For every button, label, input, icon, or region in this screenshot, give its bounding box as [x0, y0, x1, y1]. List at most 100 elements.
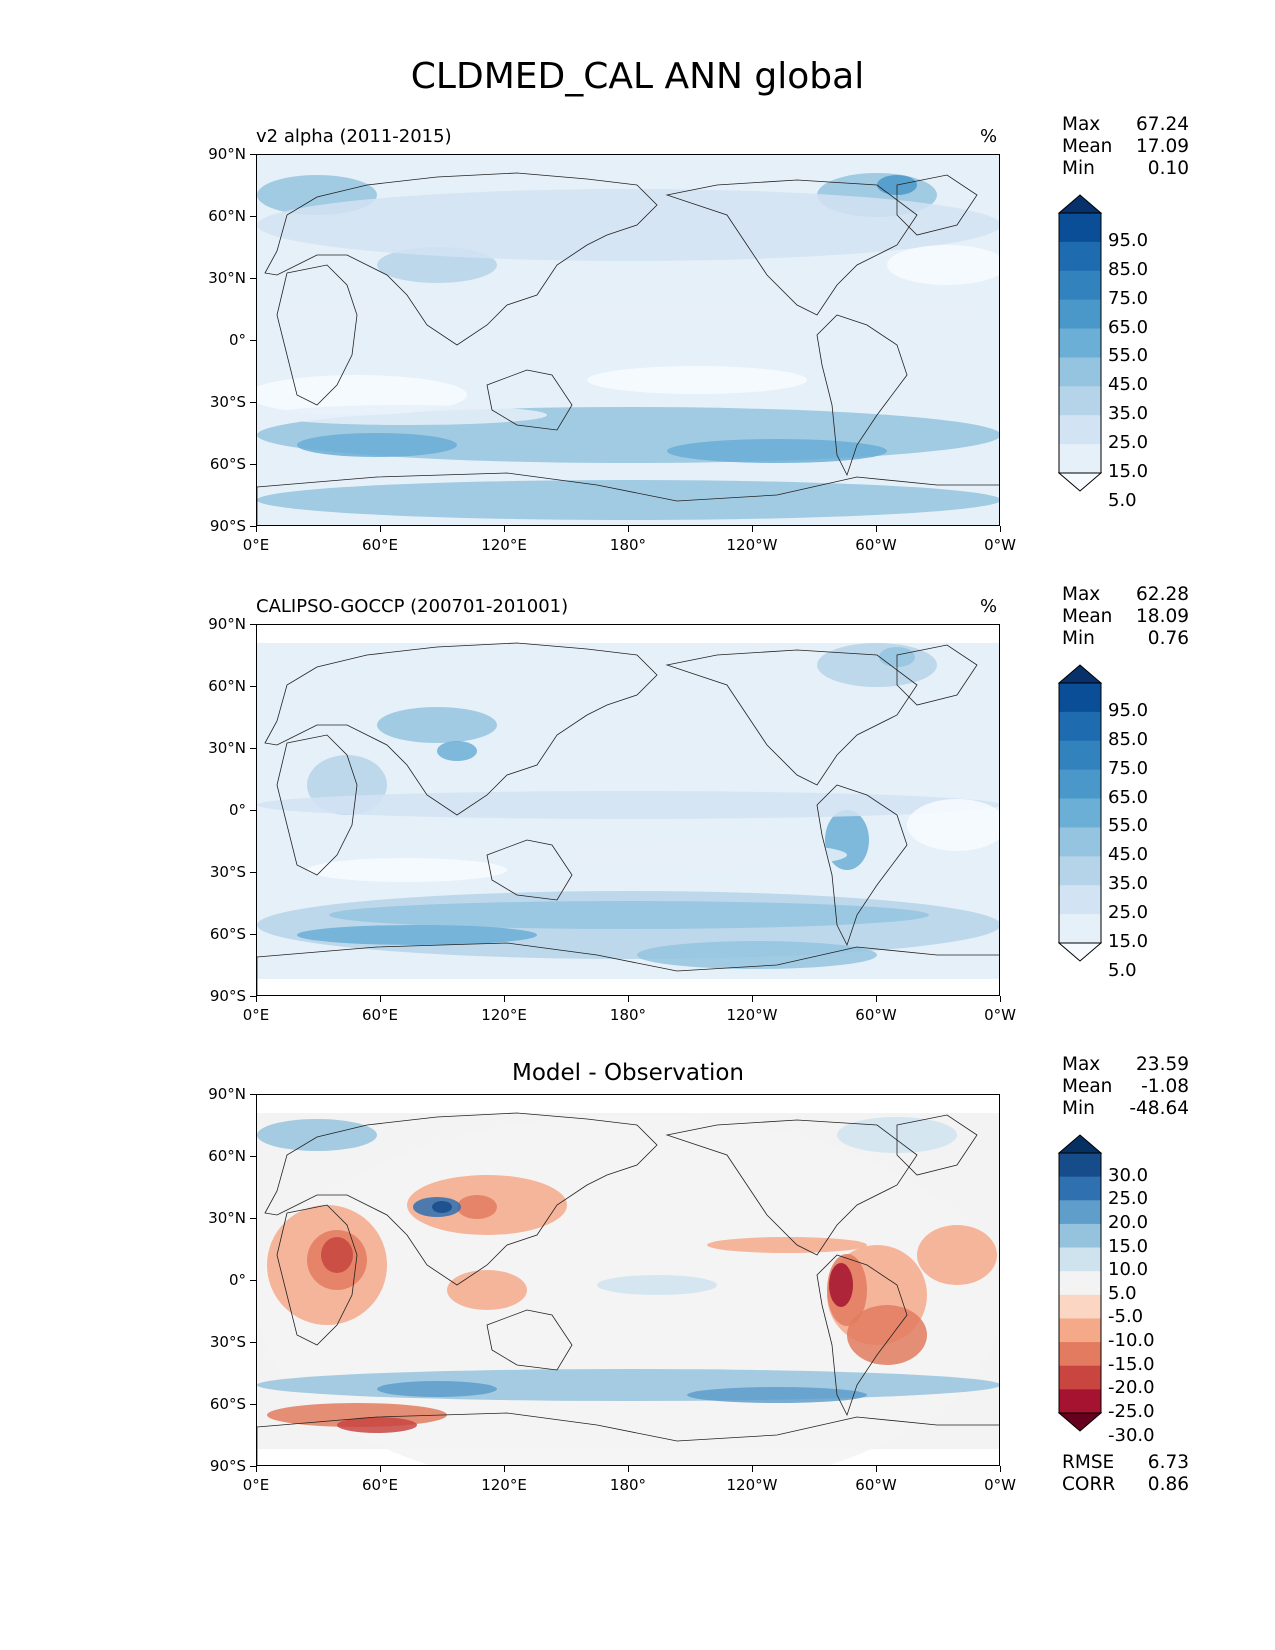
lat-tick-label: 60°S — [209, 925, 246, 943]
colorbar-band — [1059, 1389, 1101, 1414]
colorbar — [1058, 664, 1102, 962]
panel-units: % — [980, 126, 998, 147]
lon-tick — [628, 996, 629, 1002]
lat-tick — [250, 1466, 256, 1467]
lat-tick — [250, 1094, 256, 1095]
lon-tick-label: 120°W — [726, 1476, 778, 1494]
coastline — [264, 642, 658, 816]
colorbar-extend-min — [1058, 1412, 1102, 1432]
colorbar-tick-label: 75.0 — [1108, 757, 1149, 779]
lat-tick — [250, 996, 256, 997]
lat-tick — [250, 340, 256, 341]
colorbar-band — [1059, 241, 1101, 272]
panel-title-left: CALIPSO-GOCCP (200701-201001) — [256, 596, 569, 617]
lon-tick — [1000, 996, 1001, 1002]
missing-data-band — [257, 1095, 999, 1113]
colorbar-band — [1059, 1153, 1101, 1178]
coastline — [264, 172, 658, 346]
lon-tick — [876, 996, 877, 1002]
contour-region — [297, 925, 537, 945]
figure-title: CLDMED_CAL ANN global — [410, 56, 865, 97]
colorbar-band — [1059, 885, 1101, 915]
map-plot — [256, 1094, 1000, 1466]
coastline — [264, 1112, 658, 1286]
contour-region — [887, 245, 999, 285]
contour-region — [257, 189, 999, 261]
lat-tick-label: 90°N — [208, 615, 246, 633]
stat-value: 67.24 — [1136, 114, 1189, 135]
contour-region — [257, 1369, 999, 1401]
colorbar-extend-min — [1058, 942, 1102, 962]
lat-tick-label: 0° — [228, 1271, 246, 1289]
stat-label: Mean — [1062, 606, 1113, 627]
colorbar-band — [1059, 415, 1101, 445]
colorbar-extend-max — [1058, 664, 1102, 684]
colorbar-tick-label: 20.0 — [1108, 1211, 1149, 1233]
colorbar-band — [1059, 1176, 1101, 1201]
contour-region — [437, 741, 477, 761]
panel-difference: Model - Observation 90°N 60°N 30°N 0° 30°S 60°… — [0, 1054, 1275, 1530]
contour-region — [817, 643, 937, 687]
panel-title-center: Model - Observation — [511, 1060, 745, 1086]
colorbar-band — [1059, 683, 1101, 713]
colorbar-tick-label: 10.0 — [1108, 1259, 1149, 1281]
lon-tick — [504, 1466, 505, 1472]
colorbar-tick-label: 85.0 — [1108, 728, 1149, 750]
stat-value: 17.09 — [1136, 136, 1189, 157]
colorbar-band — [1059, 856, 1101, 886]
coastline — [486, 369, 573, 431]
colorbar-band — [1059, 914, 1101, 944]
colorbar-band — [1059, 1365, 1101, 1390]
lon-tick — [256, 1466, 257, 1472]
stat-row: CORR 0.86 — [1062, 1474, 1189, 1496]
lat-tick-label: 90°N — [208, 1085, 246, 1103]
lon-tick-label: 60°W — [855, 536, 897, 554]
contour-region — [257, 1119, 377, 1151]
contour-region — [597, 1275, 717, 1295]
colorbar-tick-label: 15.0 — [1108, 1235, 1149, 1257]
lat-tick — [250, 1404, 256, 1405]
lon-tick-label: 60°W — [855, 1476, 897, 1494]
colorbar-band — [1059, 1342, 1101, 1367]
contour-region — [667, 439, 887, 463]
stat-value: -1.08 — [1141, 1076, 1189, 1097]
stat-value: 62.28 — [1136, 584, 1189, 605]
contour-region — [687, 1387, 867, 1403]
colorbar-band — [1059, 1223, 1101, 1249]
lat-tick — [250, 402, 256, 403]
colorbar-tick-label: -20.0 — [1108, 1377, 1155, 1399]
lat-tick-label: 90°S — [209, 517, 246, 535]
colorbar-tick-label: -25.0 — [1108, 1401, 1155, 1422]
lat-tick-label: 60°N — [208, 207, 246, 225]
lon-tick-label: 120°E — [481, 1476, 527, 1494]
lat-tick — [250, 686, 256, 687]
lat-tick-label: 90°S — [209, 1457, 246, 1475]
colorbar-tick-label: -15.0 — [1108, 1353, 1155, 1375]
colorbar-tick-label: 55.0 — [1108, 345, 1149, 367]
lat-tick-label: 60°S — [209, 455, 246, 473]
lon-tick — [504, 526, 505, 532]
stat-row: Max 62.28 — [1062, 584, 1189, 606]
coastline — [665, 649, 918, 786]
lat-tick — [250, 464, 256, 465]
colorbar-tick-label: 35.0 — [1108, 873, 1149, 895]
contour-region — [257, 375, 467, 415]
lon-tick — [380, 996, 381, 1002]
contour-region — [587, 366, 807, 394]
lat-tick — [250, 216, 256, 217]
lon-tick-label: 60°E — [361, 1006, 399, 1024]
lon-tick — [752, 1466, 753, 1472]
lat-tick — [250, 748, 256, 749]
summary-stats: Max 62.28 Mean 18.09 Min 0.76 — [1062, 584, 1189, 650]
stat-label: Min — [1062, 628, 1095, 649]
colorbar-tick-label: 25.0 — [1108, 1188, 1149, 1210]
stat-label: Min — [1062, 158, 1095, 179]
contour-field — [257, 625, 999, 995]
contour-region — [257, 300, 999, 320]
stat-row: Min 0.76 — [1062, 628, 1189, 650]
coastline — [816, 314, 908, 477]
contour-region — [567, 841, 847, 869]
lon-tick-label: 120°E — [481, 536, 527, 554]
colorbar-band — [1059, 769, 1101, 800]
colorbar-outline — [1058, 682, 1102, 944]
